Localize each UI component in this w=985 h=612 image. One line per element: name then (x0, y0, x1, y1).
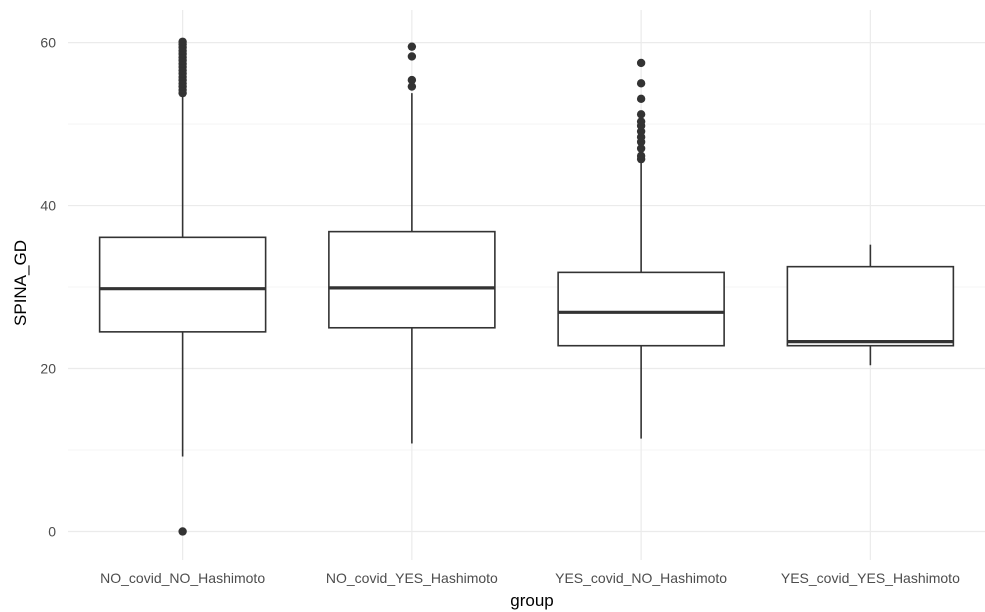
x-tick-label: NO_covid_YES_Hashimoto (326, 570, 498, 586)
y-tick-label: 0 (48, 523, 56, 539)
box-iqr (786, 265, 955, 347)
outlier-point (407, 42, 417, 51)
outlier-point (178, 527, 187, 536)
y-tick-label: 20 (40, 361, 56, 377)
box-group (328, 42, 496, 444)
x-tick-label: YES_covid_YES_Hashimoto (781, 570, 960, 586)
box-layer (98, 37, 955, 536)
outlier-point (407, 82, 417, 91)
box-iqr (328, 230, 496, 329)
outlier-point (636, 117, 646, 126)
outlier-point (636, 151, 646, 161)
label-layer: 0 20 40 60 NO_covid_NO_Hashimoto NO_covid_YES… (40, 35, 960, 586)
box-iqr (98, 236, 267, 333)
x-axis-title: group (510, 591, 553, 610)
y-axis-title: SPINA_GD (11, 240, 30, 326)
outlier-point (407, 75, 417, 85)
outlier-point (636, 94, 646, 104)
y-tick-label: 60 (40, 35, 56, 51)
box-group (786, 244, 955, 366)
outlier-point (636, 144, 646, 153)
x-tick-label: NO_covid_NO_Hashimoto (100, 570, 265, 586)
box-group (98, 37, 267, 536)
outlier-point (407, 52, 417, 61)
outlier-point (636, 58, 646, 68)
x-tick-label: YES_covid_NO_Hashimoto (555, 570, 727, 586)
y-tick-label: 40 (40, 198, 56, 214)
box-iqr (557, 271, 725, 347)
outlier-point (178, 37, 187, 46)
outlier-point (636, 79, 646, 88)
outlier-point (636, 110, 646, 119)
box-group (557, 58, 725, 439)
